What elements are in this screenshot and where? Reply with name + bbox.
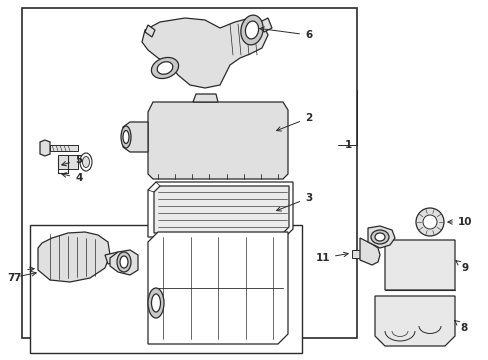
Polygon shape [384, 240, 454, 290]
Polygon shape [374, 296, 454, 346]
Ellipse shape [148, 288, 163, 318]
Bar [58, 155, 78, 169]
Ellipse shape [157, 62, 172, 74]
Ellipse shape [151, 294, 160, 312]
Text: 9: 9 [455, 261, 468, 273]
Polygon shape [145, 25, 155, 37]
Polygon shape [38, 232, 110, 282]
Ellipse shape [151, 58, 178, 78]
Bar [351, 250, 361, 258]
Polygon shape [260, 18, 271, 32]
Text: 4: 4 [61, 173, 82, 183]
Ellipse shape [80, 153, 92, 171]
Circle shape [415, 208, 443, 236]
Text: 3: 3 [276, 193, 312, 211]
Polygon shape [148, 232, 287, 344]
Polygon shape [105, 252, 122, 264]
Text: 2: 2 [276, 113, 312, 131]
Bar [419, 252, 437, 262]
Ellipse shape [370, 230, 388, 244]
Polygon shape [142, 18, 267, 88]
Polygon shape [40, 140, 50, 156]
Polygon shape [123, 122, 148, 152]
Text: 1: 1 [345, 140, 351, 150]
Text: 5: 5 [61, 155, 82, 166]
Ellipse shape [120, 256, 128, 268]
Polygon shape [154, 186, 288, 233]
Circle shape [422, 215, 436, 229]
Ellipse shape [117, 252, 131, 272]
Bar [50, 145, 78, 151]
Polygon shape [359, 238, 379, 265]
Bar [22, 8, 356, 338]
Ellipse shape [245, 21, 258, 39]
Polygon shape [367, 226, 394, 248]
Ellipse shape [241, 15, 263, 45]
Polygon shape [148, 182, 292, 237]
Polygon shape [110, 250, 138, 275]
Ellipse shape [374, 233, 384, 241]
Text: 10: 10 [447, 217, 471, 227]
Text: 8: 8 [454, 320, 467, 333]
Ellipse shape [123, 130, 129, 144]
Polygon shape [193, 94, 218, 102]
Text: 7: 7 [13, 273, 20, 283]
Text: 6: 6 [259, 27, 312, 40]
Text: 11: 11 [315, 252, 347, 263]
Text: 7: 7 [8, 271, 36, 283]
Ellipse shape [121, 126, 131, 148]
Bar [392, 252, 410, 262]
Polygon shape [148, 102, 287, 179]
Bar [30, 225, 302, 353]
Ellipse shape [82, 157, 89, 167]
